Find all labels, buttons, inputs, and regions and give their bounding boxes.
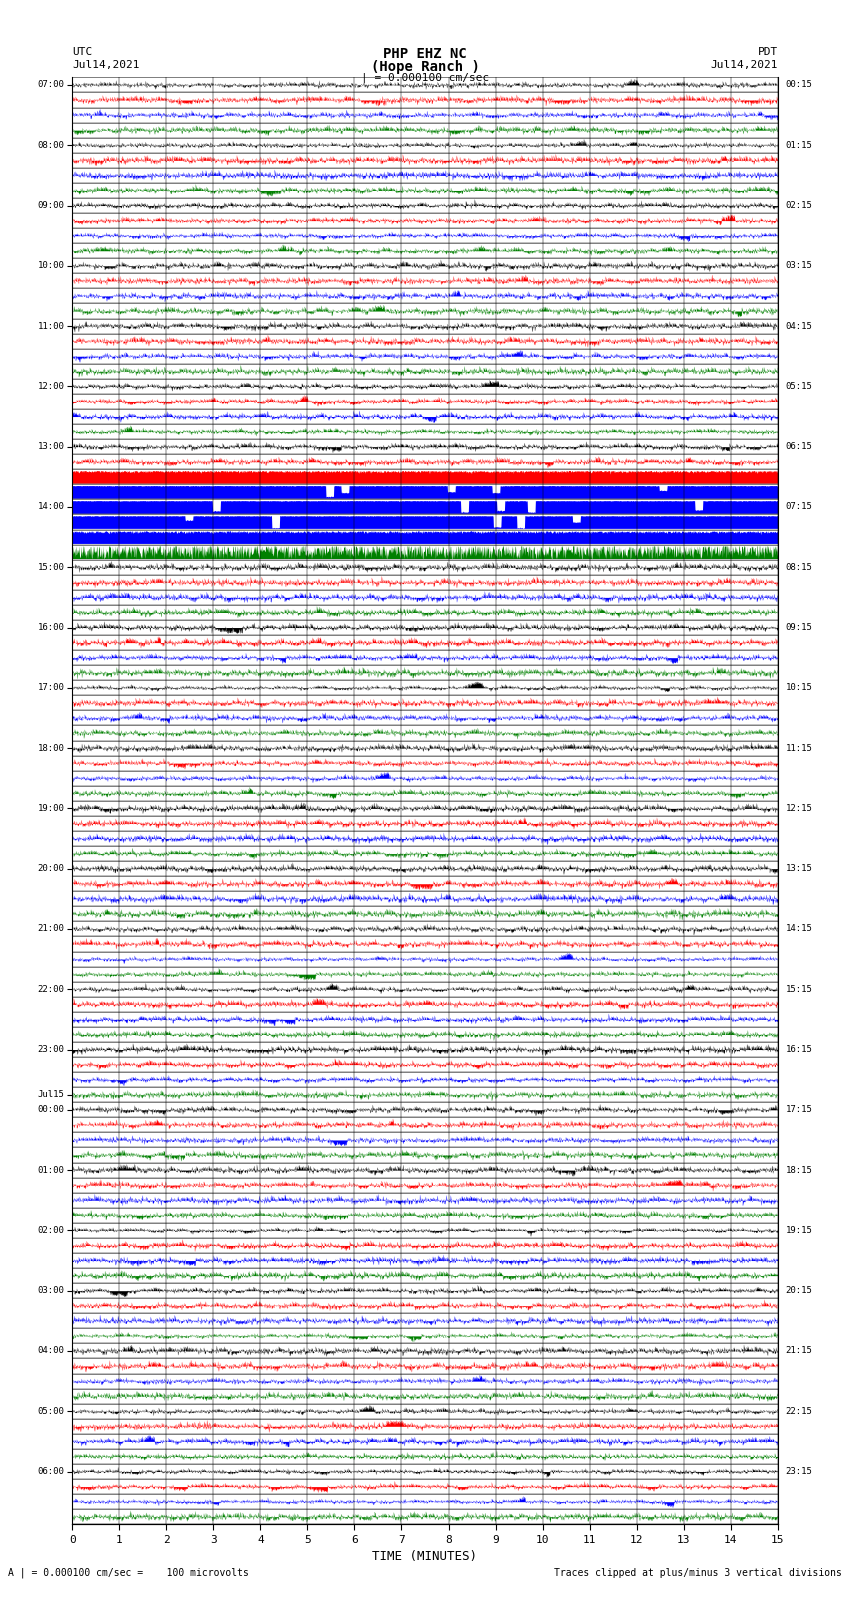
Text: A | = 0.000100 cm/sec =    100 microvolts: A | = 0.000100 cm/sec = 100 microvolts [8,1566,249,1578]
Text: (Hope Ranch ): (Hope Ranch ) [371,60,479,74]
Text: | = 0.000100 cm/sec: | = 0.000100 cm/sec [361,73,489,84]
Text: Traces clipped at plus/minus 3 vertical divisions: Traces clipped at plus/minus 3 vertical … [553,1568,842,1578]
X-axis label: TIME (MINUTES): TIME (MINUTES) [372,1550,478,1563]
Text: PDT: PDT [757,47,778,56]
Text: UTC: UTC [72,47,93,56]
Text: Jul14,2021: Jul14,2021 [72,60,139,69]
Text: Jul14,2021: Jul14,2021 [711,60,778,69]
Text: PHP EHZ NC: PHP EHZ NC [383,47,467,61]
